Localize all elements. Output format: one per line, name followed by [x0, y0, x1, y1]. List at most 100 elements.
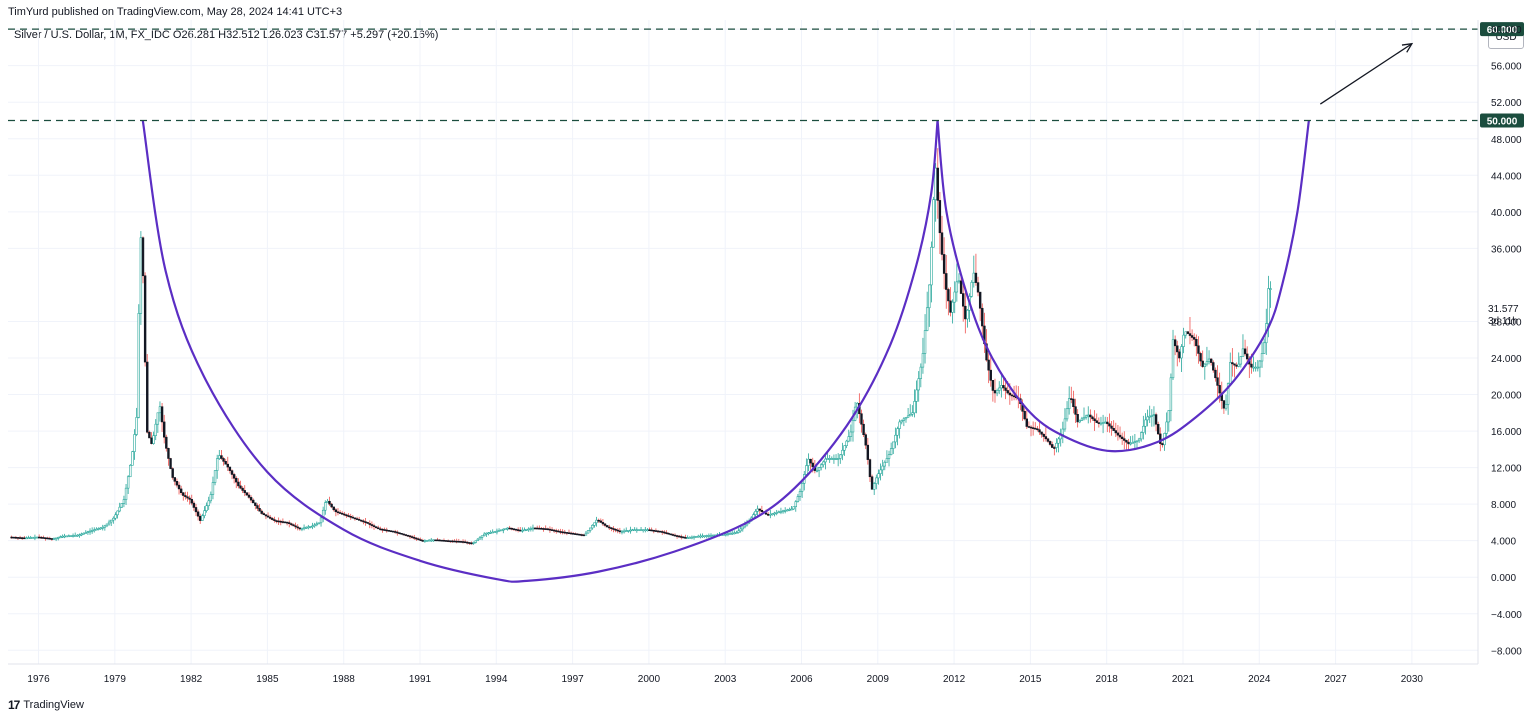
- candle-body: [377, 527, 380, 530]
- candle-body: [616, 529, 619, 532]
- candle-body: [555, 530, 558, 532]
- candle-body: [995, 390, 999, 394]
- candle-body: [936, 167, 939, 201]
- candle-body: [396, 531, 399, 534]
- candle-body: [461, 541, 465, 543]
- horizontal-levels[interactable]: 60.000 50.000: [8, 22, 1524, 128]
- candle-body: [881, 465, 884, 471]
- candle-body: [1044, 436, 1048, 440]
- candle-body: [525, 529, 528, 531]
- candle-body: [264, 514, 268, 517]
- candle-body: [951, 301, 954, 313]
- candle-body: [921, 353, 925, 368]
- cup-curves[interactable]: [141, 120, 1310, 583]
- last-price-readout: 31.577 3d 11h: [1488, 304, 1519, 327]
- candle-body: [1262, 342, 1266, 354]
- candle-body: [962, 293, 965, 307]
- candle-body: [690, 536, 694, 539]
- tradingview-logo-icon: 17: [8, 698, 20, 712]
- candle-body: [993, 390, 997, 394]
- candle-body: [917, 378, 920, 391]
- candle-body: [296, 526, 299, 529]
- candle-body: [279, 520, 282, 523]
- candle-body: [836, 458, 840, 460]
- level-badge: [1480, 22, 1524, 37]
- candle-body: [682, 536, 685, 539]
- candle-body: [277, 520, 280, 523]
- candle-body: [796, 496, 800, 502]
- candle-body: [620, 530, 624, 533]
- candle-body: [1237, 363, 1240, 367]
- candle-body: [1214, 369, 1217, 379]
- candle-body: [398, 532, 401, 534]
- candle-body: [902, 418, 906, 421]
- candle-body: [95, 528, 98, 531]
- candle-body: [285, 521, 289, 524]
- candle-body: [177, 484, 181, 490]
- candle-body: [1260, 353, 1264, 362]
- candle-body: [1129, 442, 1132, 445]
- candle-body: [523, 529, 526, 532]
- price-axis[interactable]: 60.000 56.000 52.000 48.000 44.000 40.000 36.0…: [1491, 25, 1522, 657]
- candle-body: [230, 470, 234, 475]
- candle-body: [37, 536, 41, 539]
- candle-body: [542, 528, 545, 530]
- candle-body: [110, 519, 113, 523]
- candle-body: [540, 528, 543, 530]
- tradingview-footer[interactable]: 17 TradingView: [8, 698, 84, 712]
- candle-body: [1207, 358, 1211, 362]
- candle-body: [932, 199, 935, 248]
- candle-body: [1029, 426, 1033, 429]
- candle-body: [847, 436, 850, 442]
- time-axis[interactable]: 1976 1979 1982 1985 1988 1991 1994 1997 2000 2003…: [27, 674, 1423, 685]
- candle-body: [1106, 421, 1109, 425]
- candle-body: [76, 534, 79, 537]
- candle-body: [415, 537, 418, 540]
- candle-body: [1091, 416, 1094, 420]
- candle-body: [1027, 426, 1031, 428]
- candle-body: [508, 527, 511, 530]
- candle-body: [444, 540, 448, 542]
- candle-body: [332, 506, 335, 511]
- candle-body: [892, 441, 895, 449]
- time-tick-label: 1997: [561, 674, 584, 685]
- candle-body: [150, 437, 153, 444]
- candle-body: [326, 500, 329, 503]
- candle-body: [991, 380, 995, 391]
- candle-body: [1048, 441, 1052, 445]
- candle-body: [686, 537, 689, 539]
- candle-body: [631, 529, 634, 532]
- candle-body: [550, 529, 554, 531]
- candle-body: [688, 537, 692, 539]
- candle-body: [646, 529, 649, 532]
- candle-body: [1061, 428, 1065, 435]
- candle-body: [101, 526, 104, 529]
- candle-body: [923, 330, 927, 354]
- candle-body: [88, 530, 92, 533]
- time-tick-label: 1979: [104, 674, 127, 685]
- candle-body: [805, 465, 808, 475]
- candle-body: [294, 525, 297, 528]
- annotations[interactable]: [1319, 42, 1414, 105]
- candle-body: [25, 537, 28, 540]
- candle-body: [14, 536, 18, 539]
- candle-body: [425, 539, 429, 542]
- candle-body: [817, 467, 821, 471]
- candle-body: [877, 473, 880, 479]
- candle-body: [889, 448, 893, 455]
- candle-body: [156, 412, 160, 425]
- candle-body: [909, 414, 912, 417]
- candle-body: [552, 529, 556, 532]
- candle-body: [938, 200, 942, 234]
- candle-body: [955, 281, 959, 293]
- candle-body: [451, 540, 454, 543]
- candle-body: [807, 458, 810, 466]
- price-tick-label: 48.000: [1491, 135, 1522, 146]
- symbol-legend[interactable]: Silver / U.S. Dollar, 1M, FX_IDC O26.281…: [14, 29, 439, 41]
- time-tick-label: 2003: [714, 674, 737, 685]
- candle-body: [215, 458, 219, 471]
- time-tick-label: 1976: [27, 674, 50, 685]
- candle-body: [586, 530, 590, 534]
- candle-body: [1245, 353, 1249, 360]
